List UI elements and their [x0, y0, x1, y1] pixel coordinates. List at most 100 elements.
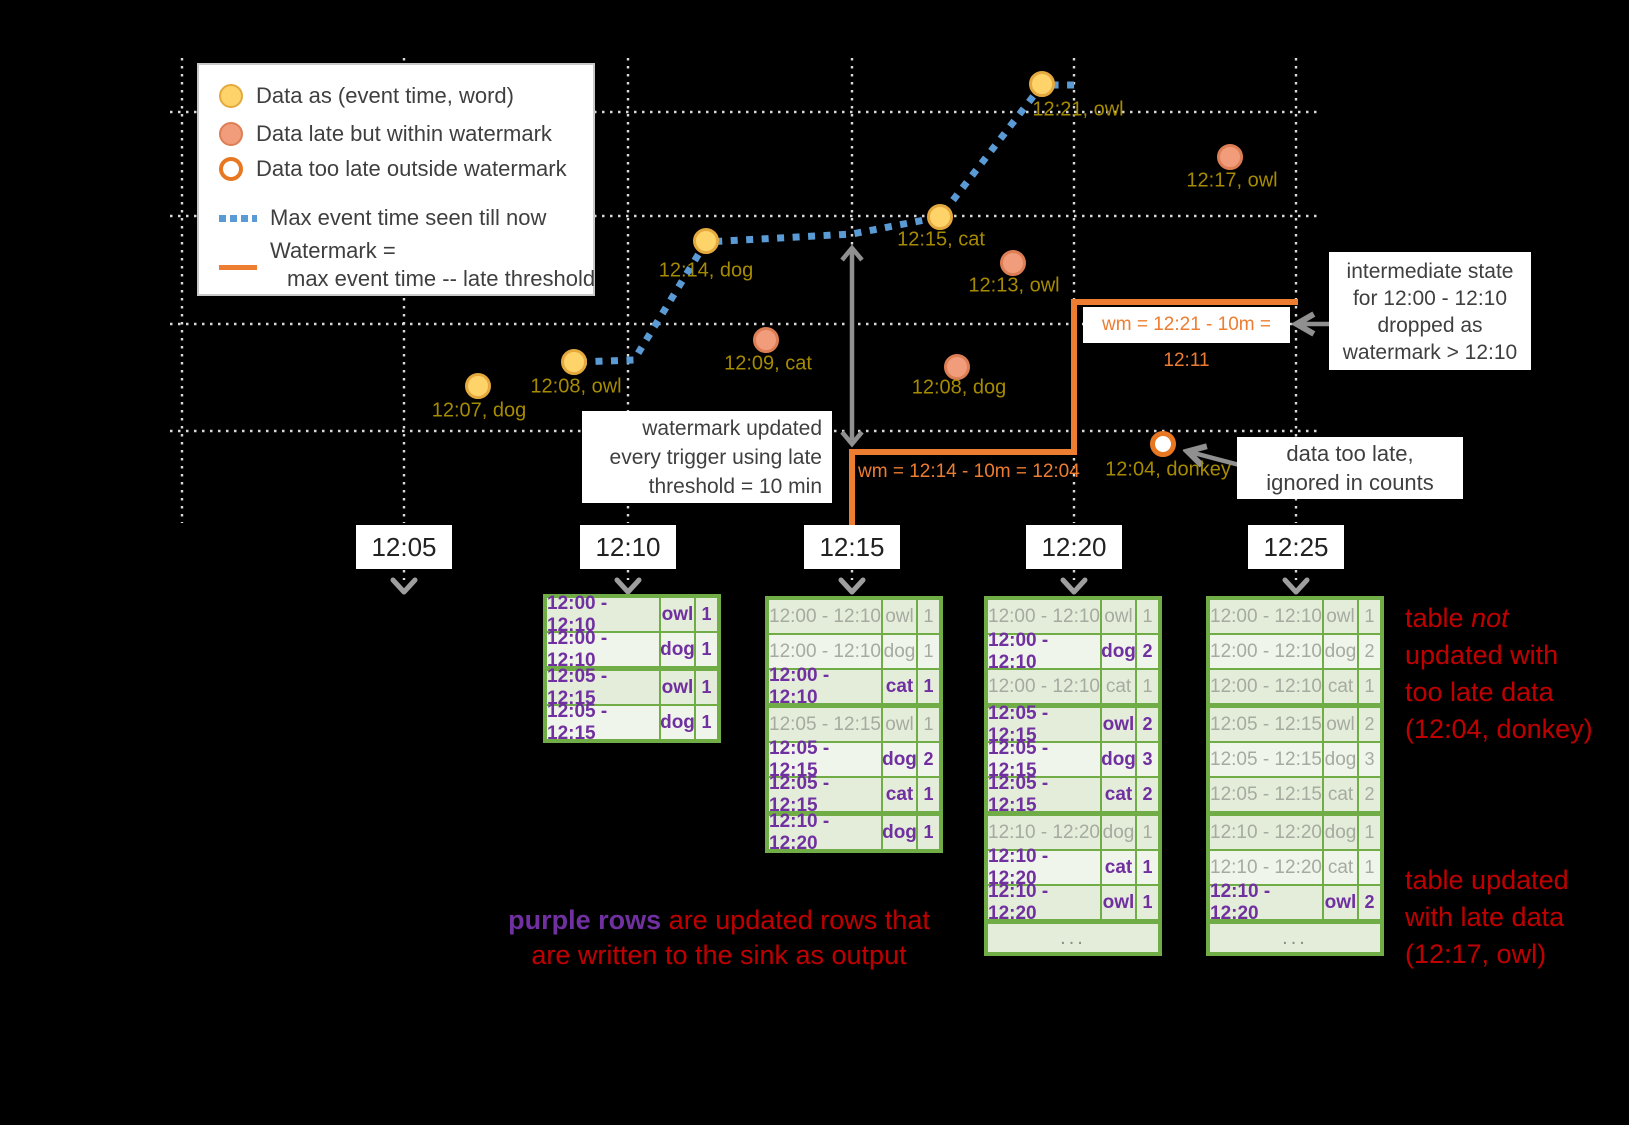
window-cell: 12:00 - 12:10 — [988, 670, 1100, 703]
word-cell: owl — [1324, 886, 1357, 919]
word-cell: dog — [882, 743, 917, 776]
window-cell: 12:05 - 12:15 — [1210, 708, 1322, 741]
table-row: 12:10 - 12:20 dog 1 — [988, 816, 1158, 849]
data-point — [1217, 144, 1243, 170]
result-table-12-25: 12:00 - 12:10 owl 1 12:00 - 12:10 dog 2 12:00 … — [1206, 596, 1384, 956]
count-cell: 1 — [696, 706, 717, 739]
count-cell: 2 — [1359, 886, 1380, 919]
data-point-label: 12:09, cat — [724, 352, 812, 375]
word-cell: dog — [1102, 816, 1135, 849]
count-cell: 1 — [696, 671, 717, 704]
data-point-label: 12:17, owl — [1186, 169, 1278, 192]
data-point-label: 12:08, owl — [530, 375, 622, 398]
count-cell: 1 — [1359, 851, 1380, 884]
table-row: 12:05 - 12:15 owl 1 — [769, 708, 939, 741]
count-cell: 1 — [1359, 600, 1380, 633]
count-cell: 1 — [696, 598, 717, 631]
note-line: threshold = 10 min — [648, 475, 822, 498]
count-cell: 1 — [1359, 670, 1380, 703]
word-cell: owl — [1324, 600, 1357, 633]
table-row: 12:05 - 12:15 dog 1 — [547, 701, 717, 744]
count-cell: 1 — [918, 708, 939, 741]
count-cell: 2 — [1359, 708, 1380, 741]
data-point — [1150, 431, 1176, 457]
result-table-12-15: 12:00 - 12:10 owl 1 12:00 - 12:10 dog 1 12:00 … — [765, 596, 943, 854]
legend-item-toolate: Data too late outside watermark — [219, 156, 567, 182]
window-cell: 12:05 - 12:15 — [547, 666, 659, 709]
table-row: 12:00 - 12:10 dog 2 — [988, 630, 1158, 673]
note-line: purple rows are updated rows that — [508, 905, 930, 935]
data-point — [1029, 71, 1055, 97]
window-cell: 12:05 - 12:15 — [547, 701, 659, 744]
window-cell: 12:05 - 12:15 — [769, 708, 881, 741]
window-cell: 12:05 - 12:15 — [988, 773, 1100, 816]
result-table-12-20: 12:00 - 12:10 owl 1 12:00 - 12:10 dog 2 12:00 … — [984, 596, 1162, 956]
count-cell: 2 — [1137, 708, 1158, 741]
tick-12-15: 12:15 — [804, 525, 900, 569]
table-row: 12:10 - 12:20 dog 1 — [769, 811, 939, 854]
word-cell: dog — [660, 706, 695, 739]
count-cell: 2 — [918, 743, 939, 776]
word-cell: dog — [883, 635, 916, 668]
watermark-gap-arrow — [840, 244, 864, 448]
table-row: 12:10 - 12:20 cat 1 — [988, 846, 1158, 889]
window-cell: 12:05 - 12:15 — [769, 738, 881, 781]
watermark-line — [849, 299, 1298, 525]
ellipsis-cell: ... — [988, 924, 1158, 952]
window-cell: 12:10 - 12:20 — [988, 846, 1100, 889]
window-cell: 12:00 - 12:10 — [988, 600, 1100, 633]
table-row: 12:10 - 12:20 owl 1 — [988, 881, 1158, 924]
note-line: updated with — [1405, 640, 1559, 670]
window-cell: 12:05 - 12:15 — [1210, 743, 1322, 776]
note-line: (12:04, donkey) — [1405, 714, 1593, 744]
count-cell: 1 — [696, 633, 717, 666]
count-cell: 1 — [918, 778, 939, 811]
count-cell: 1 — [1137, 886, 1158, 919]
count-cell: 1 — [1137, 600, 1158, 633]
word-cell: owl — [1324, 708, 1357, 741]
data-point-label: 12:15, cat — [897, 228, 985, 251]
word-cell: dog — [1324, 816, 1357, 849]
intermediate-state-note: intermediate state for 12:00 - 12:10 dro… — [1329, 252, 1531, 370]
count-cell: 1 — [1359, 816, 1380, 849]
trigger-note: watermark updated every trigger using la… — [582, 411, 832, 503]
window-cell: 12:05 - 12:15 — [769, 773, 881, 816]
word-cell: cat — [1324, 670, 1357, 703]
table-row: 12:10 - 12:20 owl 2 — [1210, 881, 1380, 924]
count-cell: 3 — [1359, 743, 1380, 776]
word-cell: cat — [1102, 778, 1135, 811]
legend-label: Max event time seen till now — [270, 205, 547, 230]
count-cell: 1 — [918, 816, 939, 849]
table-row: 12:10 - 12:20 dog 1 — [1210, 816, 1380, 849]
note-line: for 12:00 - 12:10 — [1352, 287, 1508, 310]
data-point-label: 12:14, dog — [658, 259, 754, 282]
window-cell: 12:10 - 12:20 — [988, 881, 1100, 924]
word-cell: owl — [661, 671, 694, 704]
tick-arrow-icons — [390, 577, 1310, 595]
word-cell: owl — [883, 708, 916, 741]
window-cell: 12:05 - 12:15 — [988, 703, 1100, 746]
note-purple-rows: purple rows are updated rows that are wr… — [478, 903, 960, 973]
window-cell: 12:00 - 12:10 — [769, 635, 881, 668]
table-row: 12:05 - 12:15 owl 2 — [1210, 708, 1380, 741]
window-cell: 12:00 - 12:10 — [988, 630, 1100, 673]
data-point-label: 12:21, owl — [1032, 98, 1124, 121]
legend-label: max event time -- late threshold — [287, 266, 596, 291]
window-cell: 12:05 - 12:15 — [988, 738, 1100, 781]
window-cell: 12:10 - 12:20 — [988, 816, 1100, 849]
window-cell: 12:00 - 12:10 — [547, 593, 659, 636]
table-row: 12:05 - 12:15 dog 2 — [769, 738, 939, 781]
legend-item-ontime: Data as (event time, word) — [219, 83, 514, 109]
count-cell: 1 — [1137, 670, 1158, 703]
count-cell: 1 — [918, 670, 939, 703]
table-row: 12:00 - 12:10 dog 2 — [1210, 635, 1380, 668]
data-point-label: 12:07, dog — [431, 399, 527, 422]
table-ellipsis-row: ... — [1210, 924, 1380, 952]
count-cell: 2 — [1137, 635, 1158, 668]
note-line: watermark updated — [642, 417, 822, 440]
note-line: intermediate state — [1346, 260, 1514, 283]
window-cell: 12:00 - 12:10 — [1210, 600, 1322, 633]
note-line: ignored in counts — [1266, 470, 1434, 495]
data-point-label: 12:13, owl — [968, 274, 1060, 297]
